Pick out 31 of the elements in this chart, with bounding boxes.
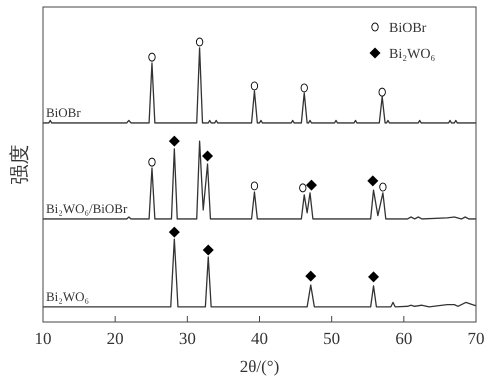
x-axis-title: 2θ/(°) xyxy=(240,357,280,376)
x-tick-label: 10 xyxy=(34,329,52,348)
point xyxy=(250,181,258,190)
series-label: Bi₂WO₆/BiOBr xyxy=(46,200,128,216)
legend-label: Bi₂WO₆ xyxy=(389,47,436,62)
x-tick-label: 30 xyxy=(178,329,196,348)
point xyxy=(250,82,258,90)
point xyxy=(196,38,204,46)
series-label: BiOBr xyxy=(46,104,82,120)
point xyxy=(202,150,214,162)
point xyxy=(378,88,386,97)
point xyxy=(305,270,316,282)
legend-label: BiOBr xyxy=(389,21,427,36)
x-tick-label: 20 xyxy=(106,329,124,348)
point xyxy=(299,183,306,192)
point xyxy=(379,182,387,192)
x-tick-label: 50 xyxy=(323,329,340,348)
point xyxy=(368,271,380,282)
x-tick-label: 70 xyxy=(468,329,484,348)
x-tick-label: 60 xyxy=(395,329,412,348)
point xyxy=(168,226,180,238)
point xyxy=(202,244,214,256)
y-axis-title: 强度 xyxy=(9,144,31,184)
point xyxy=(148,158,156,167)
point xyxy=(300,83,308,92)
x-tick-label: 40 xyxy=(251,329,268,348)
point xyxy=(168,136,180,147)
series-label: Bi₂WO₆ xyxy=(46,288,90,304)
point xyxy=(306,180,317,191)
point xyxy=(367,175,378,186)
point xyxy=(148,52,156,62)
